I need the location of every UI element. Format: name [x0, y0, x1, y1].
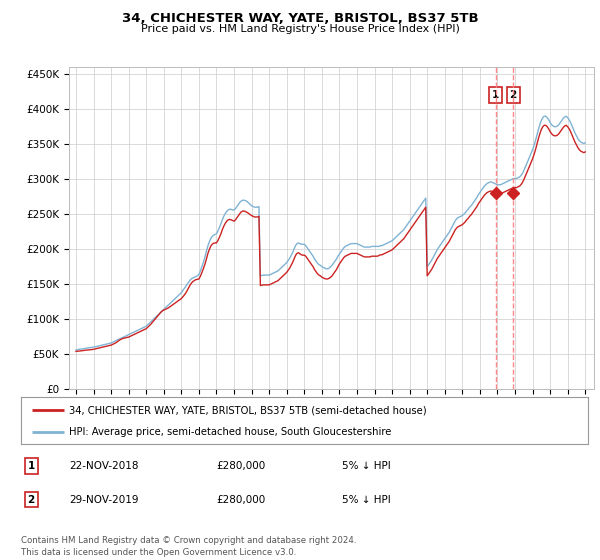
Text: 29-NOV-2019: 29-NOV-2019 — [69, 494, 139, 505]
Text: 1: 1 — [492, 90, 499, 100]
Text: 1: 1 — [28, 461, 35, 471]
Text: HPI: Average price, semi-detached house, South Gloucestershire: HPI: Average price, semi-detached house,… — [69, 427, 392, 437]
Text: 22-NOV-2018: 22-NOV-2018 — [69, 461, 139, 471]
Text: 34, CHICHESTER WAY, YATE, BRISTOL, BS37 5TB: 34, CHICHESTER WAY, YATE, BRISTOL, BS37 … — [122, 12, 478, 25]
Text: 5% ↓ HPI: 5% ↓ HPI — [342, 461, 391, 471]
Text: 34, CHICHESTER WAY, YATE, BRISTOL, BS37 5TB (semi-detached house): 34, CHICHESTER WAY, YATE, BRISTOL, BS37 … — [69, 405, 427, 415]
Text: 2: 2 — [28, 494, 35, 505]
Text: 2: 2 — [509, 90, 517, 100]
Text: 5% ↓ HPI: 5% ↓ HPI — [342, 494, 391, 505]
Text: Price paid vs. HM Land Registry's House Price Index (HPI): Price paid vs. HM Land Registry's House … — [140, 24, 460, 34]
Text: Contains HM Land Registry data © Crown copyright and database right 2024.
This d: Contains HM Land Registry data © Crown c… — [21, 536, 356, 557]
Text: £280,000: £280,000 — [216, 494, 265, 505]
Text: £280,000: £280,000 — [216, 461, 265, 471]
